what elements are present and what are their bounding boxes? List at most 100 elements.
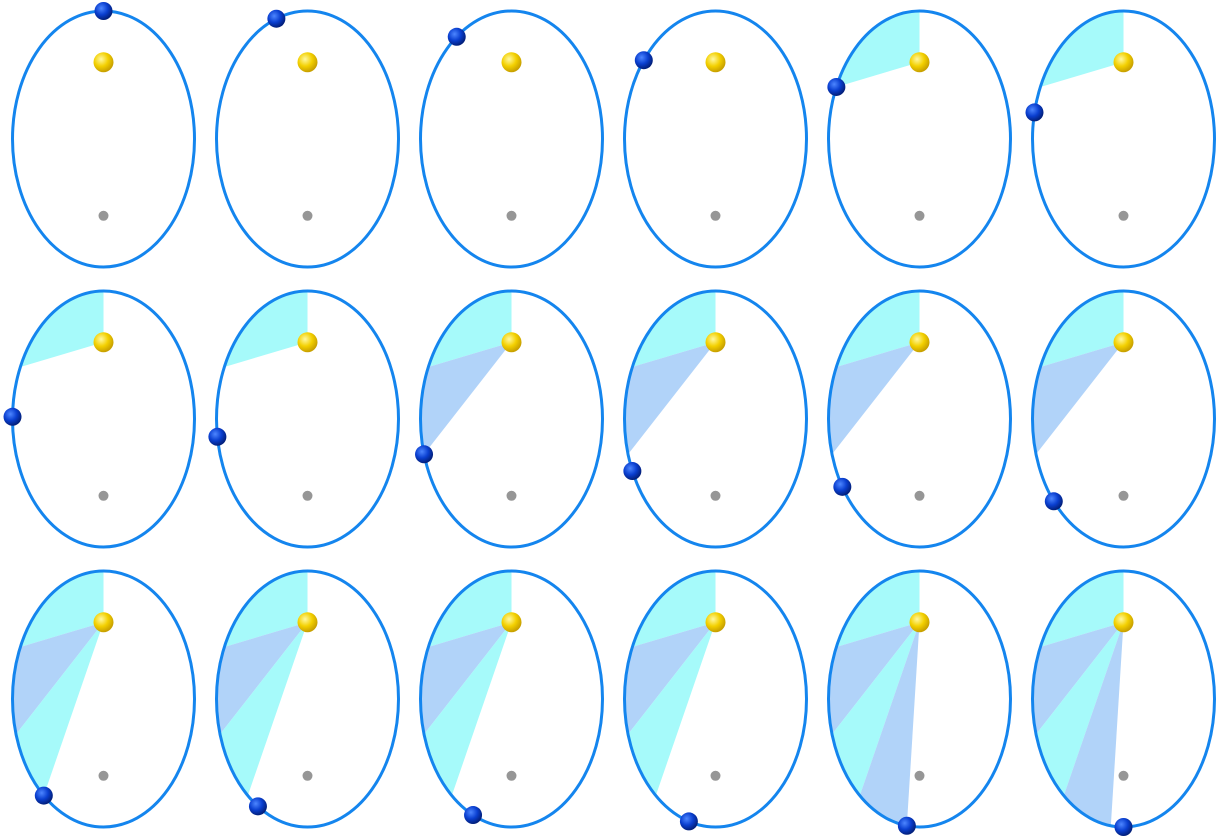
- orbit-frame: [419, 9, 604, 269]
- empty-focus-dot-icon: [710, 210, 721, 221]
- sun-focus-icon: [297, 332, 318, 353]
- empty-focus-dot-icon: [98, 210, 109, 221]
- swept-area-sector: [1032, 622, 1124, 735]
- swept-area-sector: [216, 622, 308, 735]
- swept-area-sector: [624, 622, 716, 735]
- orbit-frame: [623, 9, 808, 269]
- planet-icon: [623, 462, 642, 481]
- orbit-ellipse: [623, 289, 808, 549]
- sun-focus-icon: [909, 52, 930, 73]
- planet-icon: [1114, 818, 1133, 836]
- orbit-frame: [419, 569, 604, 829]
- planet-icon: [208, 427, 227, 446]
- swept-area-sector: [632, 571, 716, 647]
- swept-area-sector: [428, 291, 512, 367]
- sun-focus-icon: [909, 612, 930, 633]
- swept-area-sector: [424, 622, 512, 796]
- planet-icon: [833, 477, 852, 496]
- swept-area-sector: [828, 342, 920, 455]
- swept-area-sector: [224, 291, 308, 367]
- swept-area-sector: [828, 622, 920, 735]
- planet-icon: [94, 2, 113, 20]
- orbit-frame: [215, 569, 400, 829]
- swept-area-sector: [428, 571, 512, 647]
- empty-focus-dot-icon: [1118, 490, 1129, 501]
- orbit-frame: [11, 569, 196, 829]
- orbit-ellipse: [1031, 9, 1216, 269]
- orbit-ellipse: [623, 9, 808, 269]
- planet-icon: [415, 445, 434, 464]
- orbit-ellipse: [827, 569, 1012, 829]
- empty-focus-dot-icon: [914, 490, 925, 501]
- sun-focus-icon: [93, 612, 114, 633]
- sun-focus-icon: [297, 612, 318, 633]
- swept-area-sector: [836, 291, 920, 367]
- orbit-frame: [3, 289, 196, 549]
- sun-focus-icon: [705, 332, 726, 353]
- swept-area-sector: [859, 622, 920, 826]
- orbit-frame: [623, 289, 808, 549]
- empty-focus-dot-icon: [710, 490, 721, 501]
- orbit-frame: [1025, 9, 1216, 269]
- orbit-frame: [1031, 289, 1216, 549]
- orbit-ellipse: [623, 569, 808, 829]
- empty-focus-dot-icon: [1118, 210, 1129, 221]
- planet-icon: [464, 806, 483, 825]
- swept-area-sector: [832, 622, 920, 796]
- orbit-ellipse: [827, 289, 1012, 549]
- empty-focus-dot-icon: [506, 210, 517, 221]
- sun-focus-icon: [297, 52, 318, 73]
- planet-icon: [267, 9, 286, 28]
- empty-focus-dot-icon: [914, 770, 925, 781]
- swept-area-sector: [628, 622, 716, 796]
- empty-focus-dot-icon: [98, 770, 109, 781]
- empty-focus-dot-icon: [506, 490, 517, 501]
- empty-focus-dot-icon: [98, 490, 109, 501]
- swept-area-sector: [1040, 571, 1124, 647]
- swept-area-sector: [20, 571, 104, 647]
- planet-icon: [248, 797, 267, 816]
- swept-area-sector: [20, 291, 104, 367]
- orbit-ellipse: [11, 9, 196, 269]
- planet-icon: [447, 27, 466, 46]
- sun-focus-icon: [909, 332, 930, 353]
- swept-area-sector: [1040, 291, 1124, 367]
- orbit-frame: [208, 289, 400, 549]
- empty-focus-dot-icon: [302, 490, 313, 501]
- orbit-ellipse: [215, 9, 400, 269]
- sun-focus-icon: [501, 612, 522, 633]
- orbit-ellipse: [1031, 289, 1216, 549]
- sun-focus-icon: [501, 332, 522, 353]
- orbit-ellipse: [419, 569, 604, 829]
- swept-area-sector: [1032, 342, 1124, 455]
- orbit-frame: [827, 289, 1012, 549]
- sun-focus-icon: [705, 612, 726, 633]
- planet-icon: [897, 816, 916, 835]
- orbit-ellipse: [827, 9, 1012, 269]
- swept-area-sector: [836, 11, 920, 87]
- planet-icon: [3, 407, 22, 426]
- sun-focus-icon: [1113, 52, 1134, 73]
- orbit-frame: [415, 289, 604, 549]
- empty-focus-dot-icon: [302, 770, 313, 781]
- empty-focus-dot-icon: [914, 210, 925, 221]
- sun-focus-icon: [1113, 332, 1134, 353]
- swept-area-sector: [836, 571, 920, 647]
- sun-focus-icon: [93, 52, 114, 73]
- orbit-frame: [1031, 569, 1216, 836]
- planet-icon: [827, 77, 846, 96]
- swept-area-sector: [420, 342, 512, 455]
- empty-focus-dot-icon: [506, 770, 517, 781]
- orbit-frame: [827, 569, 1012, 835]
- orbit-frame: [215, 9, 400, 269]
- sun-focus-icon: [1113, 612, 1134, 633]
- orbit-ellipse: [419, 9, 604, 269]
- sun-focus-icon: [501, 52, 522, 73]
- sun-focus-icon: [705, 52, 726, 73]
- planet-icon: [34, 786, 53, 805]
- empty-focus-dot-icon: [302, 210, 313, 221]
- swept-area-sector: [624, 342, 716, 455]
- planet-icon: [634, 51, 653, 70]
- swept-area-sector: [632, 291, 716, 367]
